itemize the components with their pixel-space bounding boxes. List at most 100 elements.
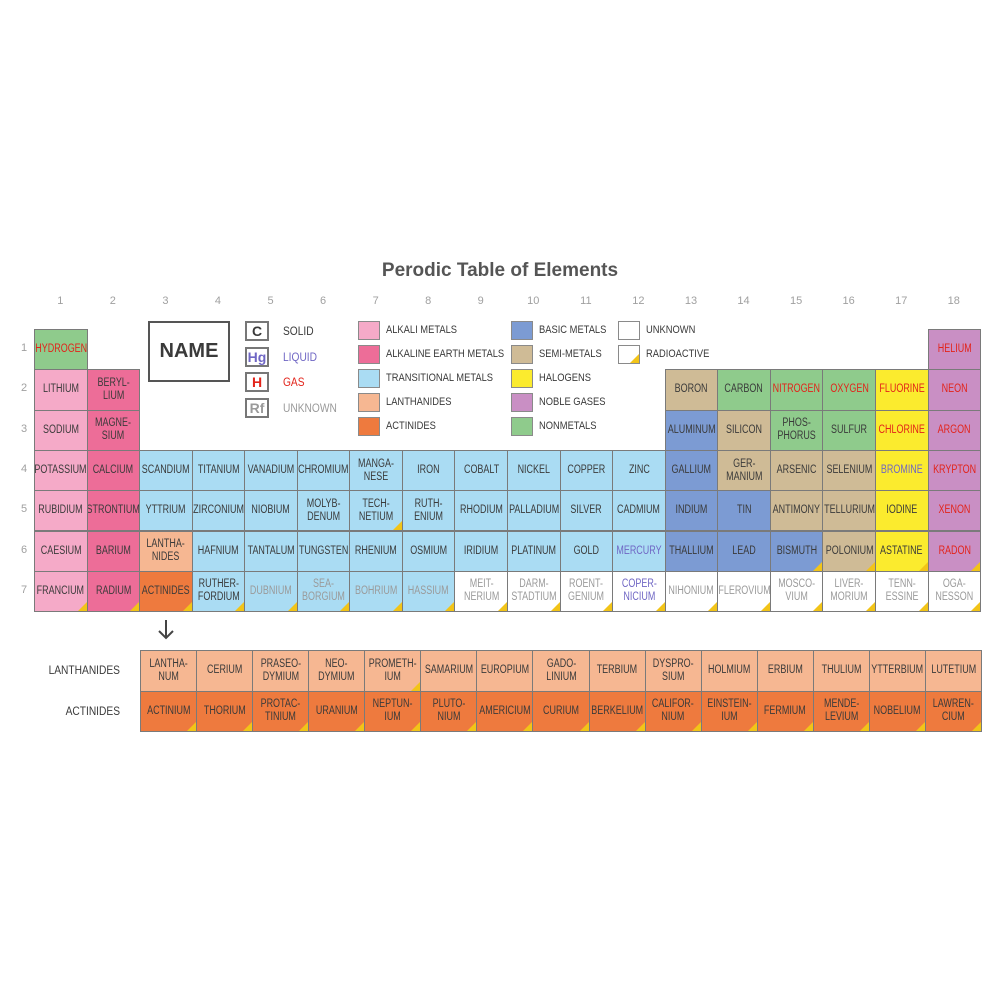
series-row-label: ACTINIDES: [65, 703, 120, 718]
element-name: BERYL- LIUM: [97, 376, 130, 402]
element-name: SILVER: [570, 504, 602, 517]
radioactive-mark: [813, 561, 823, 571]
radioactive-mark: [918, 561, 928, 571]
group-number: 16: [842, 295, 855, 307]
element-cell: BOHRIUM: [349, 570, 403, 613]
element-cell: LEAD: [717, 530, 771, 572]
element-name: MANGA- NESE: [358, 457, 395, 483]
element-cell: FRANCIUM: [34, 570, 88, 613]
element-cell: CARBON: [717, 369, 771, 411]
element-cell: SODIUM: [34, 409, 88, 451]
element-cell: THORIUM: [196, 690, 254, 732]
element-cell: TELLURIUM: [822, 490, 876, 532]
element-name: FLEROVIUM: [717, 584, 771, 597]
period-number: 4: [20, 463, 28, 476]
element-cell: EINSTEIN- IUM: [700, 690, 758, 732]
element-name: TECH- NETIUM: [358, 497, 394, 523]
element-cell: CERIUM: [196, 650, 254, 692]
radioactive-mark: [859, 722, 869, 731]
element-name: HELIUM: [937, 343, 972, 356]
element-cell: TECH- NETIUM: [349, 490, 403, 532]
element-cell: ARSENIC: [769, 449, 824, 492]
group-number: 9: [477, 295, 484, 307]
state-symbol: C: [245, 321, 269, 341]
element-name: ARSENIC: [776, 464, 817, 477]
element-name: BOHRIUM: [354, 584, 398, 597]
legend-label: NOBLE GASES: [539, 396, 606, 408]
arrow-down: [158, 620, 174, 640]
element-name: LIVER- MORIUM: [830, 578, 868, 604]
radioactive-mark: [77, 602, 87, 612]
radioactive-mark: [630, 354, 639, 363]
element-name: COBALT: [463, 464, 499, 477]
element-name: ANTIMONY: [772, 504, 821, 517]
element-name: MAGNE- SIUM: [95, 417, 132, 443]
state-label: UNKNOWN: [283, 401, 337, 416]
element-cell: POTASSIUM: [34, 449, 88, 492]
element-name: PLATINUM: [511, 544, 557, 557]
element-cell: FERMIUM: [756, 690, 814, 732]
radioactive-mark: [747, 722, 757, 731]
element-cell: PRASEO- DYMIUM: [252, 650, 310, 692]
element-name: MOLYB- DENUM: [306, 497, 341, 523]
element-name: CURIUM: [543, 704, 579, 717]
element-cell: CHROMIUM: [296, 449, 351, 492]
element-name: ACTINIDES: [141, 584, 190, 597]
element-cell: COPER- NICIUM: [612, 570, 666, 613]
element-name: TANTALUM: [247, 544, 295, 557]
element-cell: STRONTIUM: [86, 490, 141, 532]
radioactive-mark: [655, 602, 665, 612]
element-name: TIN: [736, 504, 752, 517]
element-cell: TUNGSTEN: [296, 530, 351, 572]
group-number: 12: [632, 295, 645, 307]
element-name: GALLIUM: [671, 464, 712, 477]
element-name: TERBIUM: [596, 664, 638, 677]
state-label: SOLID: [283, 324, 314, 338]
element-name: YTTRIUM: [145, 504, 186, 517]
element-name: PLUTO- NIUM: [432, 698, 466, 724]
element-name: OXYGEN: [829, 383, 869, 396]
element-name: POLONIUM: [825, 544, 874, 557]
radioactive-mark: [182, 602, 192, 612]
element-cell: NEPTUN- IUM: [364, 690, 422, 732]
group-number: 2: [109, 295, 116, 307]
element-name: BARIUM: [95, 544, 131, 557]
element-name: ACTINIUM: [146, 704, 191, 717]
series-row-label: LANTHANIDES: [48, 663, 120, 678]
element-cell: TIN: [717, 490, 771, 532]
element-name: ZINC: [628, 464, 650, 477]
element-name: OGA- NESSON: [935, 578, 974, 604]
element-cell: RADIUM: [86, 570, 141, 613]
element-name: GOLD: [573, 544, 600, 557]
group-number: 14: [737, 295, 750, 307]
element-cell: SELENIUM: [822, 449, 876, 492]
radioactive-mark: [972, 722, 982, 731]
element-cell: ZINC: [612, 449, 666, 492]
element-name: COPPER: [567, 464, 606, 477]
radioactive-mark: [392, 521, 402, 531]
element-cell: THULIUM: [812, 650, 870, 692]
element-name: NOBELIUM: [874, 704, 921, 717]
element-cell: BARIUM: [86, 530, 141, 572]
legend-swatch: [511, 321, 533, 340]
element-name: AMERICIUM: [479, 704, 531, 717]
element-name: CARBON: [724, 383, 764, 396]
element-name: BERKELIUM: [591, 704, 644, 717]
element-cell: YTTRIUM: [139, 490, 193, 532]
element-name: URANIUM: [315, 704, 358, 717]
element-cell: NEON: [927, 369, 982, 411]
element-cell: MERCURY: [612, 530, 666, 572]
element-name: LANTHA- NIDES: [146, 538, 186, 564]
element-name: EUROPIUM: [480, 664, 530, 677]
radioactive-mark: [411, 681, 421, 691]
element-name: HOLMIUM: [708, 664, 751, 677]
element-name: SILICON: [726, 423, 762, 436]
element-cell: BROMINE: [874, 449, 929, 492]
element-cell: MOLYB- DENUM: [296, 490, 351, 532]
element-cell: SCANDIUM: [139, 449, 193, 492]
element-cell: AMERICIUM: [476, 690, 534, 732]
element-name: ALUMINUM: [667, 423, 716, 436]
state-label: LIQUID: [283, 349, 318, 364]
legend-swatch: [358, 321, 380, 340]
element-name: GER- MANIUM: [725, 457, 763, 483]
